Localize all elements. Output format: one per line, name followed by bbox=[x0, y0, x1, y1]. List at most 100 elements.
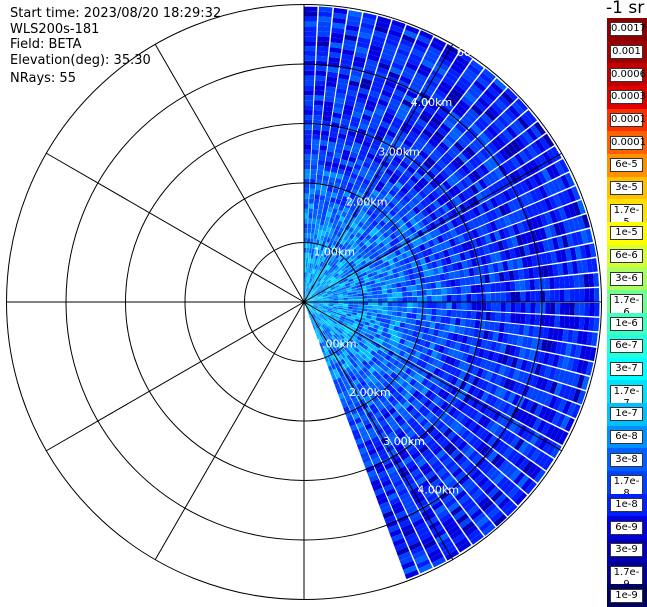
sector-cell bbox=[355, 244, 362, 251]
sector-cell bbox=[511, 394, 521, 406]
sector-cell bbox=[555, 413, 566, 428]
sector-cell bbox=[474, 119, 486, 132]
sector-cell bbox=[464, 67, 478, 80]
sector-cell bbox=[341, 266, 347, 272]
sector-cell bbox=[368, 322, 375, 328]
sector-cell bbox=[358, 356, 365, 363]
sector-cell bbox=[388, 387, 397, 395]
sector-cell bbox=[526, 144, 538, 159]
sector-cell bbox=[417, 384, 425, 393]
sector-cell bbox=[524, 399, 535, 413]
sector-cell bbox=[326, 289, 332, 293]
sector-cell bbox=[428, 73, 442, 85]
sector-cell bbox=[469, 184, 480, 195]
sector-cell bbox=[470, 123, 483, 135]
sector-cell bbox=[340, 58, 353, 66]
sector-cell bbox=[400, 388, 409, 397]
sector-cell bbox=[314, 318, 318, 323]
sector-cell bbox=[332, 308, 338, 311]
sector-cell bbox=[304, 159, 311, 165]
sector-cell bbox=[376, 129, 386, 138]
sector-cell bbox=[589, 288, 595, 302]
sector-cell bbox=[547, 238, 555, 251]
sector-cell bbox=[414, 99, 426, 110]
sector-cell bbox=[453, 195, 463, 206]
sector-cell bbox=[501, 430, 513, 443]
sector-cell bbox=[352, 142, 362, 150]
sector-cell bbox=[586, 331, 594, 346]
sector-cell bbox=[372, 336, 379, 343]
sector-cell bbox=[457, 401, 467, 412]
colorbar-tick-label: 1e-8 bbox=[610, 498, 643, 513]
sector-cell bbox=[435, 315, 442, 323]
sector-cell bbox=[333, 305, 339, 308]
sector-cell bbox=[360, 282, 366, 288]
sector-cell bbox=[332, 207, 338, 214]
sector-cell bbox=[339, 282, 345, 287]
sector-cell bbox=[320, 319, 326, 324]
sector-cell bbox=[355, 238, 362, 245]
sector-cell bbox=[382, 184, 391, 193]
sector-cell bbox=[529, 401, 539, 415]
sector-cell bbox=[364, 220, 372, 227]
sector-cell bbox=[506, 334, 514, 345]
sector-cell bbox=[528, 325, 535, 337]
sector-cell bbox=[445, 43, 460, 55]
sector-cell bbox=[489, 372, 498, 384]
sector-cell bbox=[371, 407, 380, 415]
sector-cell bbox=[304, 90, 314, 96]
sector-cell bbox=[436, 435, 447, 445]
sector-cell bbox=[345, 24, 360, 32]
sector-cell bbox=[330, 126, 339, 134]
sector-cell bbox=[346, 181, 355, 189]
sector-cell bbox=[334, 345, 340, 351]
sector-cell bbox=[417, 220, 425, 229]
sector-cell bbox=[550, 444, 562, 459]
sector-cell bbox=[405, 229, 413, 237]
sector-cell bbox=[584, 288, 590, 302]
sector-cell bbox=[455, 103, 468, 115]
sector-cell bbox=[331, 288, 337, 292]
sector-cell bbox=[493, 118, 506, 132]
sector-cell bbox=[331, 162, 340, 169]
sector-cell bbox=[416, 229, 425, 238]
sector-cell bbox=[447, 92, 460, 103]
sector-cell bbox=[316, 45, 329, 52]
sector-cell bbox=[492, 331, 499, 342]
sector-cell bbox=[405, 347, 413, 354]
sector-cell bbox=[446, 309, 452, 317]
sector-cell bbox=[409, 433, 419, 443]
sector-cell bbox=[409, 52, 423, 63]
sector-cell bbox=[400, 173, 410, 182]
sector-cell bbox=[482, 175, 492, 187]
sector-cell bbox=[380, 267, 388, 273]
sector-cell bbox=[497, 115, 510, 128]
sector-cell bbox=[311, 307, 317, 312]
sector-cell bbox=[426, 295, 432, 302]
sector-cell bbox=[433, 65, 447, 76]
sector-cell bbox=[461, 335, 469, 344]
sector-cell bbox=[453, 452, 465, 463]
sector-cell bbox=[431, 405, 440, 415]
sector-cell bbox=[490, 312, 497, 322]
sector-cell bbox=[416, 67, 430, 78]
sector-cell bbox=[332, 257, 337, 263]
sector-cell bbox=[331, 310, 337, 314]
sector-cell bbox=[378, 362, 386, 370]
sector-cell bbox=[415, 441, 426, 451]
sector-cell bbox=[308, 303, 314, 305]
sector-cell bbox=[320, 279, 325, 285]
sector-cell bbox=[509, 122, 522, 136]
sector-cell bbox=[429, 428, 440, 438]
sector-cell bbox=[362, 274, 369, 280]
sector-cell bbox=[434, 88, 447, 100]
sector-cell bbox=[327, 365, 333, 372]
sector-cell bbox=[412, 518, 425, 528]
sector-cell bbox=[344, 410, 352, 418]
sector-cell bbox=[470, 469, 482, 481]
sector-cell bbox=[313, 104, 324, 111]
sector-cell bbox=[351, 285, 357, 290]
sector-cell bbox=[377, 470, 388, 479]
sector-cell bbox=[451, 486, 464, 497]
sector-cell bbox=[391, 410, 400, 419]
